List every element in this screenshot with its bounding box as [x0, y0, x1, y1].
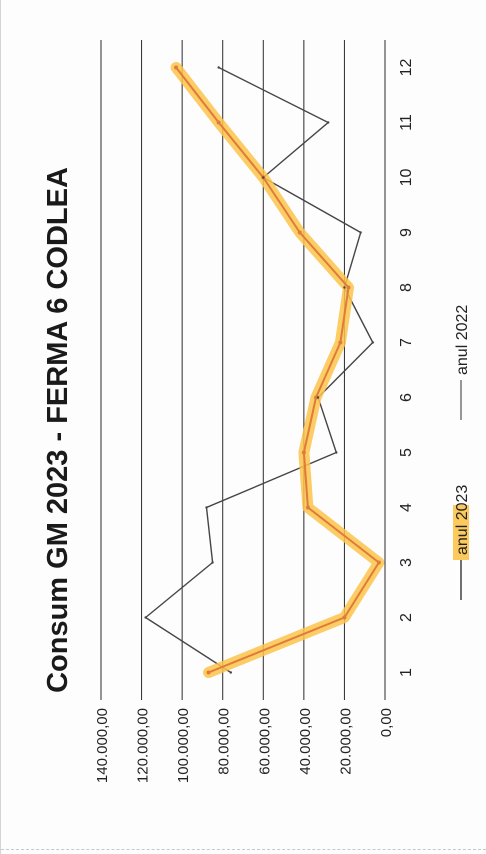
data-point-anul-2023 — [301, 450, 306, 455]
x-tick-label: 12 — [398, 59, 415, 77]
y-tick-label: 140.000,00 — [94, 708, 111, 783]
x-tick-label: 7 — [398, 338, 415, 347]
x-tick-label: 6 — [398, 393, 415, 402]
data-point-anul-2022 — [217, 66, 220, 69]
data-point-anul-2023 — [305, 505, 310, 510]
x-tick-label: 10 — [398, 169, 415, 187]
data-point-anul-2023 — [174, 65, 179, 70]
data-point-anul-2023 — [216, 120, 221, 125]
x-tick-label: 11 — [398, 114, 415, 131]
data-point-anul-2022 — [144, 616, 147, 619]
data-point-anul-2023 — [206, 670, 211, 675]
y-tick-label: 20.000,00 — [337, 708, 354, 775]
data-point-anul-2023 — [376, 560, 381, 565]
data-point-anul-2022 — [343, 286, 346, 289]
legend-label-anul-2023: anul 2023 — [454, 485, 471, 555]
x-tick-label: 2 — [398, 613, 415, 622]
x-tick-label: 3 — [398, 558, 415, 567]
x-tick-label: 9 — [398, 228, 415, 237]
x-tick-label: 8 — [398, 283, 415, 292]
data-point-anul-2023 — [342, 615, 347, 620]
legend-swatch-anul-2023 — [453, 505, 469, 560]
y-tick-label: 60.000,00 — [256, 708, 273, 775]
series-line-anul-2023 — [175, 66, 380, 674]
data-point-anul-2022 — [371, 341, 375, 344]
data-point-anul-2022 — [327, 121, 330, 124]
data-point-anul-2023 — [346, 285, 351, 290]
data-point-anul-2022 — [316, 396, 320, 399]
y-tick-label: 40.000,00 — [297, 708, 314, 775]
data-point-anul-2022 — [211, 561, 214, 564]
series-line-anul-2022 — [144, 66, 374, 674]
page-edge-rule — [1, 849, 486, 850]
data-point-anul-2022 — [205, 506, 208, 509]
y-tick-label: 80.000,00 — [216, 708, 233, 775]
data-point-anul-2022 — [229, 671, 233, 674]
y-tick-label: 100.000,00 — [175, 708, 192, 783]
y-tick-label: 120.000,00 — [135, 708, 152, 783]
chart-title: Consum GM 2023 - FERMA 6 CODLEA — [42, 167, 74, 693]
x-tick-label: 1 — [398, 668, 415, 677]
data-point-anul-2022 — [359, 231, 362, 234]
x-tick-label: 4 — [398, 503, 415, 512]
series-highlight-anul-2023 — [170, 62, 385, 678]
x-tick-label: 5 — [398, 448, 415, 457]
data-point-anul-2022 — [262, 176, 265, 179]
y-tick-label: 0,00 — [378, 708, 395, 737]
data-point-anul-2023 — [297, 230, 302, 235]
data-point-anul-2022 — [335, 451, 338, 454]
data-point-anul-2023 — [314, 395, 319, 400]
data-point-anul-2023 — [338, 340, 343, 345]
legend-label-anul-2022: anul 2022 — [454, 305, 471, 375]
